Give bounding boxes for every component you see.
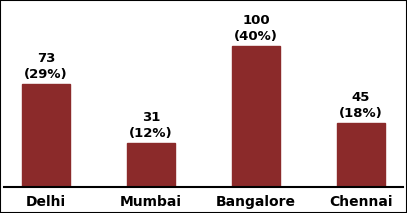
Text: (18%): (18%) (339, 107, 383, 120)
Text: (12%): (12%) (129, 127, 173, 140)
Bar (337, 123, 385, 187)
Text: 31: 31 (142, 111, 160, 124)
Bar (22, 84, 70, 187)
Text: 45: 45 (352, 91, 370, 104)
Text: (40%): (40%) (234, 30, 278, 43)
Text: 73: 73 (37, 52, 55, 65)
Bar (232, 46, 280, 187)
Text: 100: 100 (242, 14, 270, 27)
Text: (29%): (29%) (24, 68, 68, 81)
Bar (127, 143, 175, 187)
